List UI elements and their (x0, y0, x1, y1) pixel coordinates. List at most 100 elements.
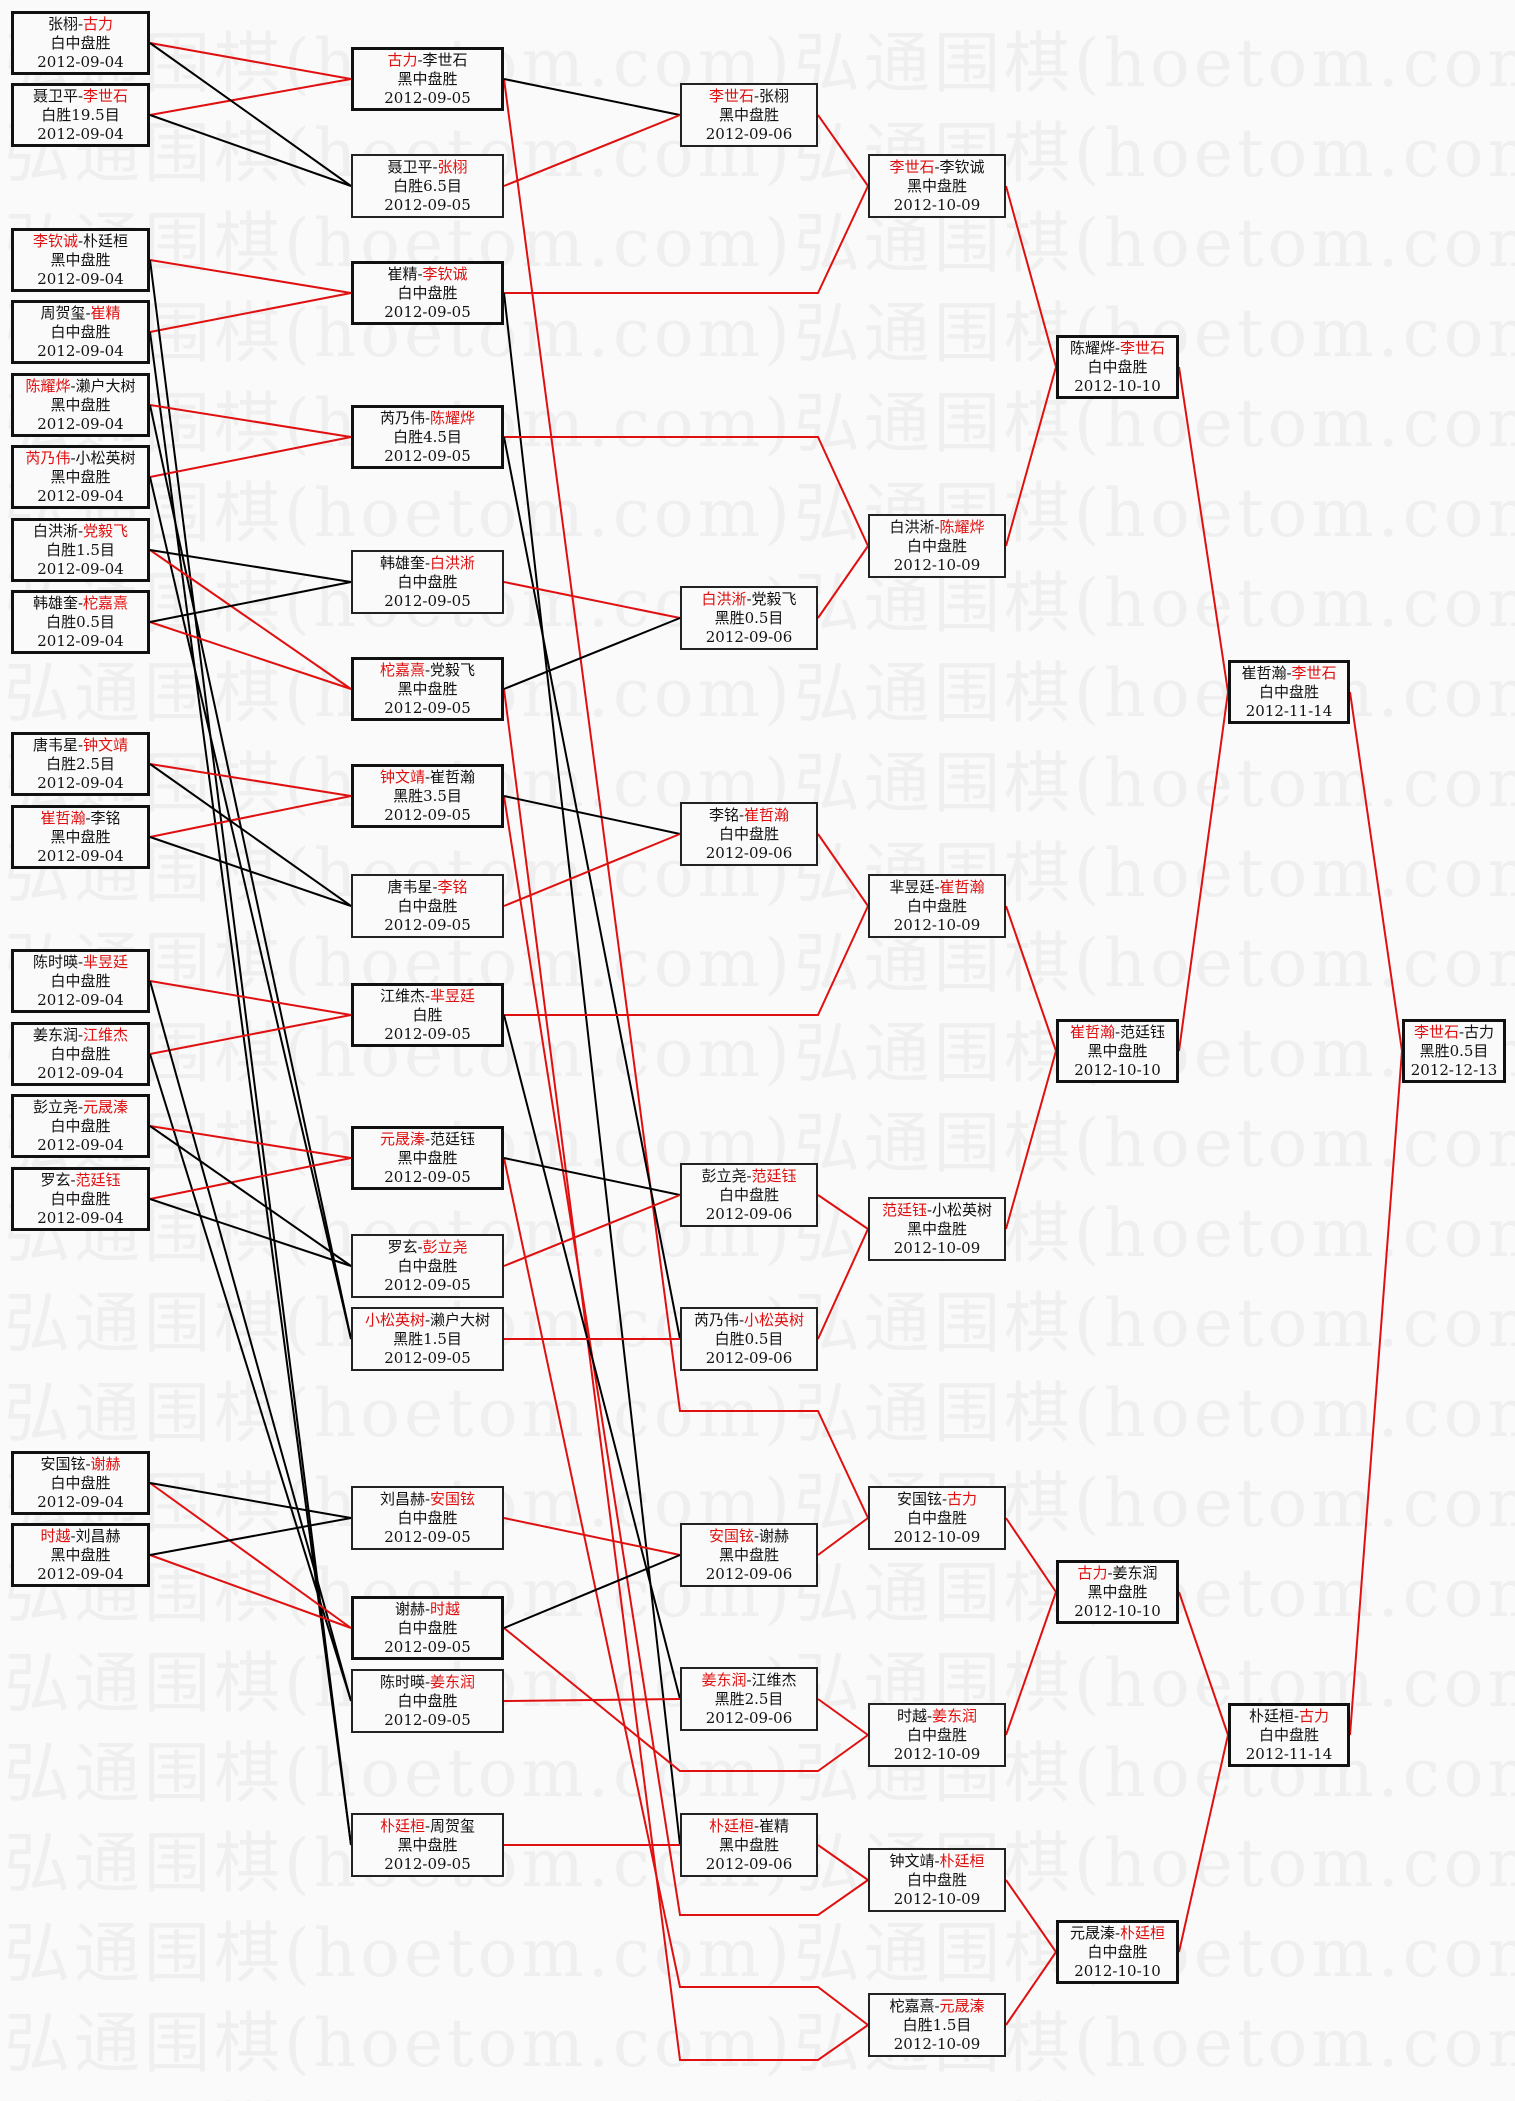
player-name: 陈时暎 (379, 1673, 425, 1691)
player-name: 崔精 (387, 265, 418, 283)
match-players: 时越-姜东润 (870, 1707, 1004, 1726)
match-result: 白中盘胜 (50, 1045, 111, 1063)
match-result: 黑中盘胜 (397, 1836, 458, 1854)
match-date: 2012-10-09 (893, 2035, 981, 2053)
advance-connector (1005, 366, 1057, 547)
match-players: 韩雄奎-柁嘉熹 (14, 594, 147, 613)
match-players: 李铭-崔哲瀚 (682, 806, 816, 825)
match-date: 2012-09-04 (37, 560, 124, 578)
match-result: 黑胜0.5目 (714, 609, 784, 627)
player-name: 罗玄 (387, 1238, 418, 1256)
match-players: 刘昌赫-安国铉 (353, 1490, 502, 1509)
separator: - (424, 1311, 431, 1329)
match-players: 彭立尧-元晟溱 (14, 1098, 147, 1117)
match-date: 2012-10-09 (893, 1890, 981, 1908)
winner-name: 时越 (40, 1527, 71, 1545)
player-name: 彭立尧 (701, 1167, 747, 1185)
match-box: 范廷钰-小松英树 黑中盘胜 2012-10-09 (868, 1197, 1006, 1261)
winner-name: 彭立尧 (422, 1238, 468, 1256)
match-date: 2012-09-05 (384, 196, 471, 214)
drop-connector (149, 1517, 352, 1556)
advance-connector (503, 1698, 681, 1702)
match-players: 姜东润-江维杰 (14, 1026, 147, 1045)
match-box: 安国铉-谢赫 黑中盘胜 2012-09-06 (680, 1523, 818, 1587)
separator: - (1114, 339, 1121, 357)
separator: - (1114, 1023, 1121, 1041)
winner-name: 李铭 (437, 878, 468, 896)
match-players: 朴廷桓-崔精 (682, 1817, 816, 1836)
match-result: 白中盘胜 (906, 1509, 967, 1527)
separator: - (1458, 1023, 1465, 1041)
advance-connector (1005, 1879, 1057, 1953)
match-date: 2012-09-04 (37, 487, 124, 505)
winner-name: 古力 (83, 15, 114, 33)
match-players: 白洪淅-陈耀烨 (870, 518, 1004, 537)
player-name: 张栩 (759, 87, 790, 105)
match-result: 白中盘胜 (906, 897, 967, 915)
winner-name: 姜东润 (932, 1707, 978, 1725)
advance-connector (503, 581, 681, 619)
match-result: 白胜1.5目 (902, 2016, 972, 2034)
match-result: 白中盘胜 (397, 284, 458, 302)
advance-connector (149, 292, 352, 333)
player-name: 江维杰 (751, 1671, 797, 1689)
player-name: 李世石 (422, 51, 468, 69)
match-result: 黑中盘胜 (718, 106, 779, 124)
advance-connector (1178, 1734, 1229, 1953)
match-date: 2012-11-14 (1245, 702, 1333, 720)
match-result: 黑中盘胜 (397, 1149, 458, 1167)
match-result: 白中盘胜 (397, 1257, 458, 1275)
match-date: 2012-10-10 (1074, 1962, 1161, 1980)
match-players: 李世石-李钦诚 (870, 158, 1004, 177)
match-date: 2012-09-06 (705, 844, 793, 862)
drop-connector (149, 1125, 352, 1267)
drop-connector (503, 78, 681, 116)
advance-connector (149, 1157, 352, 1200)
player-name: 安国铉 (40, 1455, 86, 1473)
winner-name: 崔精 (90, 304, 121, 322)
separator: - (77, 1026, 84, 1044)
drop-connector (149, 581, 352, 623)
winner-name: 白洪淅 (430, 554, 476, 572)
separator: - (77, 1098, 84, 1116)
match-players: 芈昱廷-崔哲瀚 (870, 878, 1004, 897)
match-date: 2012-09-04 (37, 1493, 124, 1511)
match-box: 李钦诚-朴廷桓 黑中盘胜 2012-09-04 (11, 228, 150, 292)
match-players: 朴廷桓-周贺玺 (353, 1817, 502, 1836)
winner-name: 安国铉 (708, 1527, 754, 1545)
winner-name: 陈耀烨 (939, 518, 985, 536)
player-name: 罗玄 (40, 1171, 71, 1189)
advance-connector (504, 185, 869, 294)
drop-connector (503, 1157, 681, 1196)
advance-connector (149, 42, 352, 80)
match-players: 柁嘉熹-党毅飞 (354, 661, 501, 680)
player-name: 范廷钰 (1120, 1023, 1166, 1041)
match-result: 白胜2.5目 (46, 755, 115, 773)
match-players: 崔哲瀚-李铭 (14, 809, 147, 828)
advance-connector (149, 549, 352, 690)
winner-name: 古力 (387, 51, 418, 69)
drop-connector (503, 617, 681, 690)
match-box: 安国铉-古力 白中盘胜 2012-10-09 (868, 1486, 1006, 1550)
match-players: 古力-姜东润 (1059, 1564, 1176, 1583)
match-result: 白中盘胜 (906, 1871, 967, 1889)
match-box: 时越-刘昌赫 黑中盘胜 2012-09-04 (11, 1523, 150, 1587)
winner-name: 谢赫 (90, 1455, 121, 1473)
match-box: 彭立尧-元晟溱 白中盘胜 2012-09-04 (11, 1094, 150, 1158)
match-date: 2012-09-05 (384, 1168, 471, 1186)
player-name: 崔哲瀚 (1241, 664, 1287, 682)
match-result: 白胜0.5目 (714, 1330, 784, 1348)
advance-connector (503, 114, 681, 187)
match-date: 2012-09-05 (384, 592, 471, 610)
winner-name: 李世石 (889, 158, 935, 176)
match-players: 钟文靖-崔哲瀚 (354, 768, 501, 787)
match-date: 2012-09-05 (384, 1528, 471, 1546)
separator: - (77, 232, 84, 250)
separator: - (934, 1997, 940, 2015)
match-box: 钟文靖-崔哲瀚 黑胜3.5目 2012-09-05 (351, 764, 504, 828)
match-date: 2012-10-09 (893, 1528, 981, 1546)
separator: - (424, 1130, 431, 1148)
player-name: 聂卫平 (32, 87, 78, 105)
advance-connector (817, 114, 869, 187)
